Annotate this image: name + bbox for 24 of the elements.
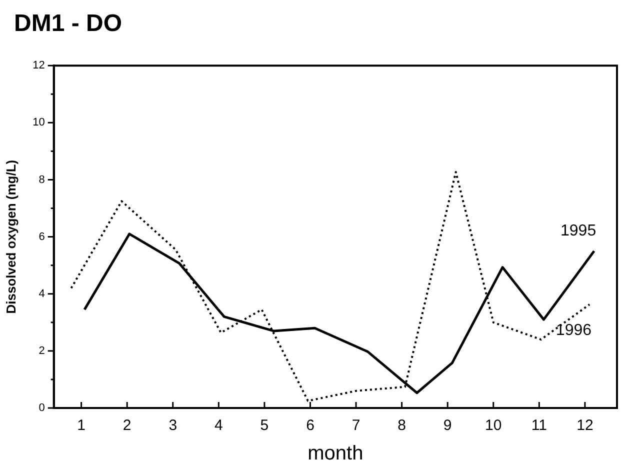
x-tick-label: 12 bbox=[576, 417, 594, 434]
y-tick-label: 8 bbox=[38, 174, 45, 186]
series-label: 1996 bbox=[556, 322, 592, 339]
x-tick-label: 5 bbox=[260, 417, 269, 434]
x-axis-title: month bbox=[308, 442, 364, 465]
x-tick-label: 1 bbox=[77, 417, 86, 434]
chart-title: DM1 - DO bbox=[14, 10, 122, 38]
x-tick-label: 3 bbox=[168, 417, 178, 434]
y-tick-label: 6 bbox=[38, 230, 45, 243]
x-tick-label: 7 bbox=[352, 417, 360, 434]
y-tick-label: 0 bbox=[38, 402, 45, 414]
series-label: 1995 bbox=[560, 222, 596, 240]
x-tick-label: 8 bbox=[398, 417, 406, 434]
x-tick-label: 9 bbox=[443, 417, 452, 434]
x-tick-label: 4 bbox=[214, 417, 223, 434]
y-tick-label: 4 bbox=[38, 288, 45, 300]
x-tick-label: 6 bbox=[306, 417, 314, 434]
y-axis-title: Dissolved oxygen (mg/L) bbox=[3, 160, 18, 314]
x-tick-label: 10 bbox=[485, 417, 502, 434]
y-tick-label: 2 bbox=[38, 344, 45, 357]
x-tick-label: 11 bbox=[531, 417, 547, 434]
y-tick-label: 10 bbox=[32, 116, 45, 129]
x-tick-label: 2 bbox=[122, 417, 132, 434]
y-tick-label: 12 bbox=[32, 60, 45, 72]
